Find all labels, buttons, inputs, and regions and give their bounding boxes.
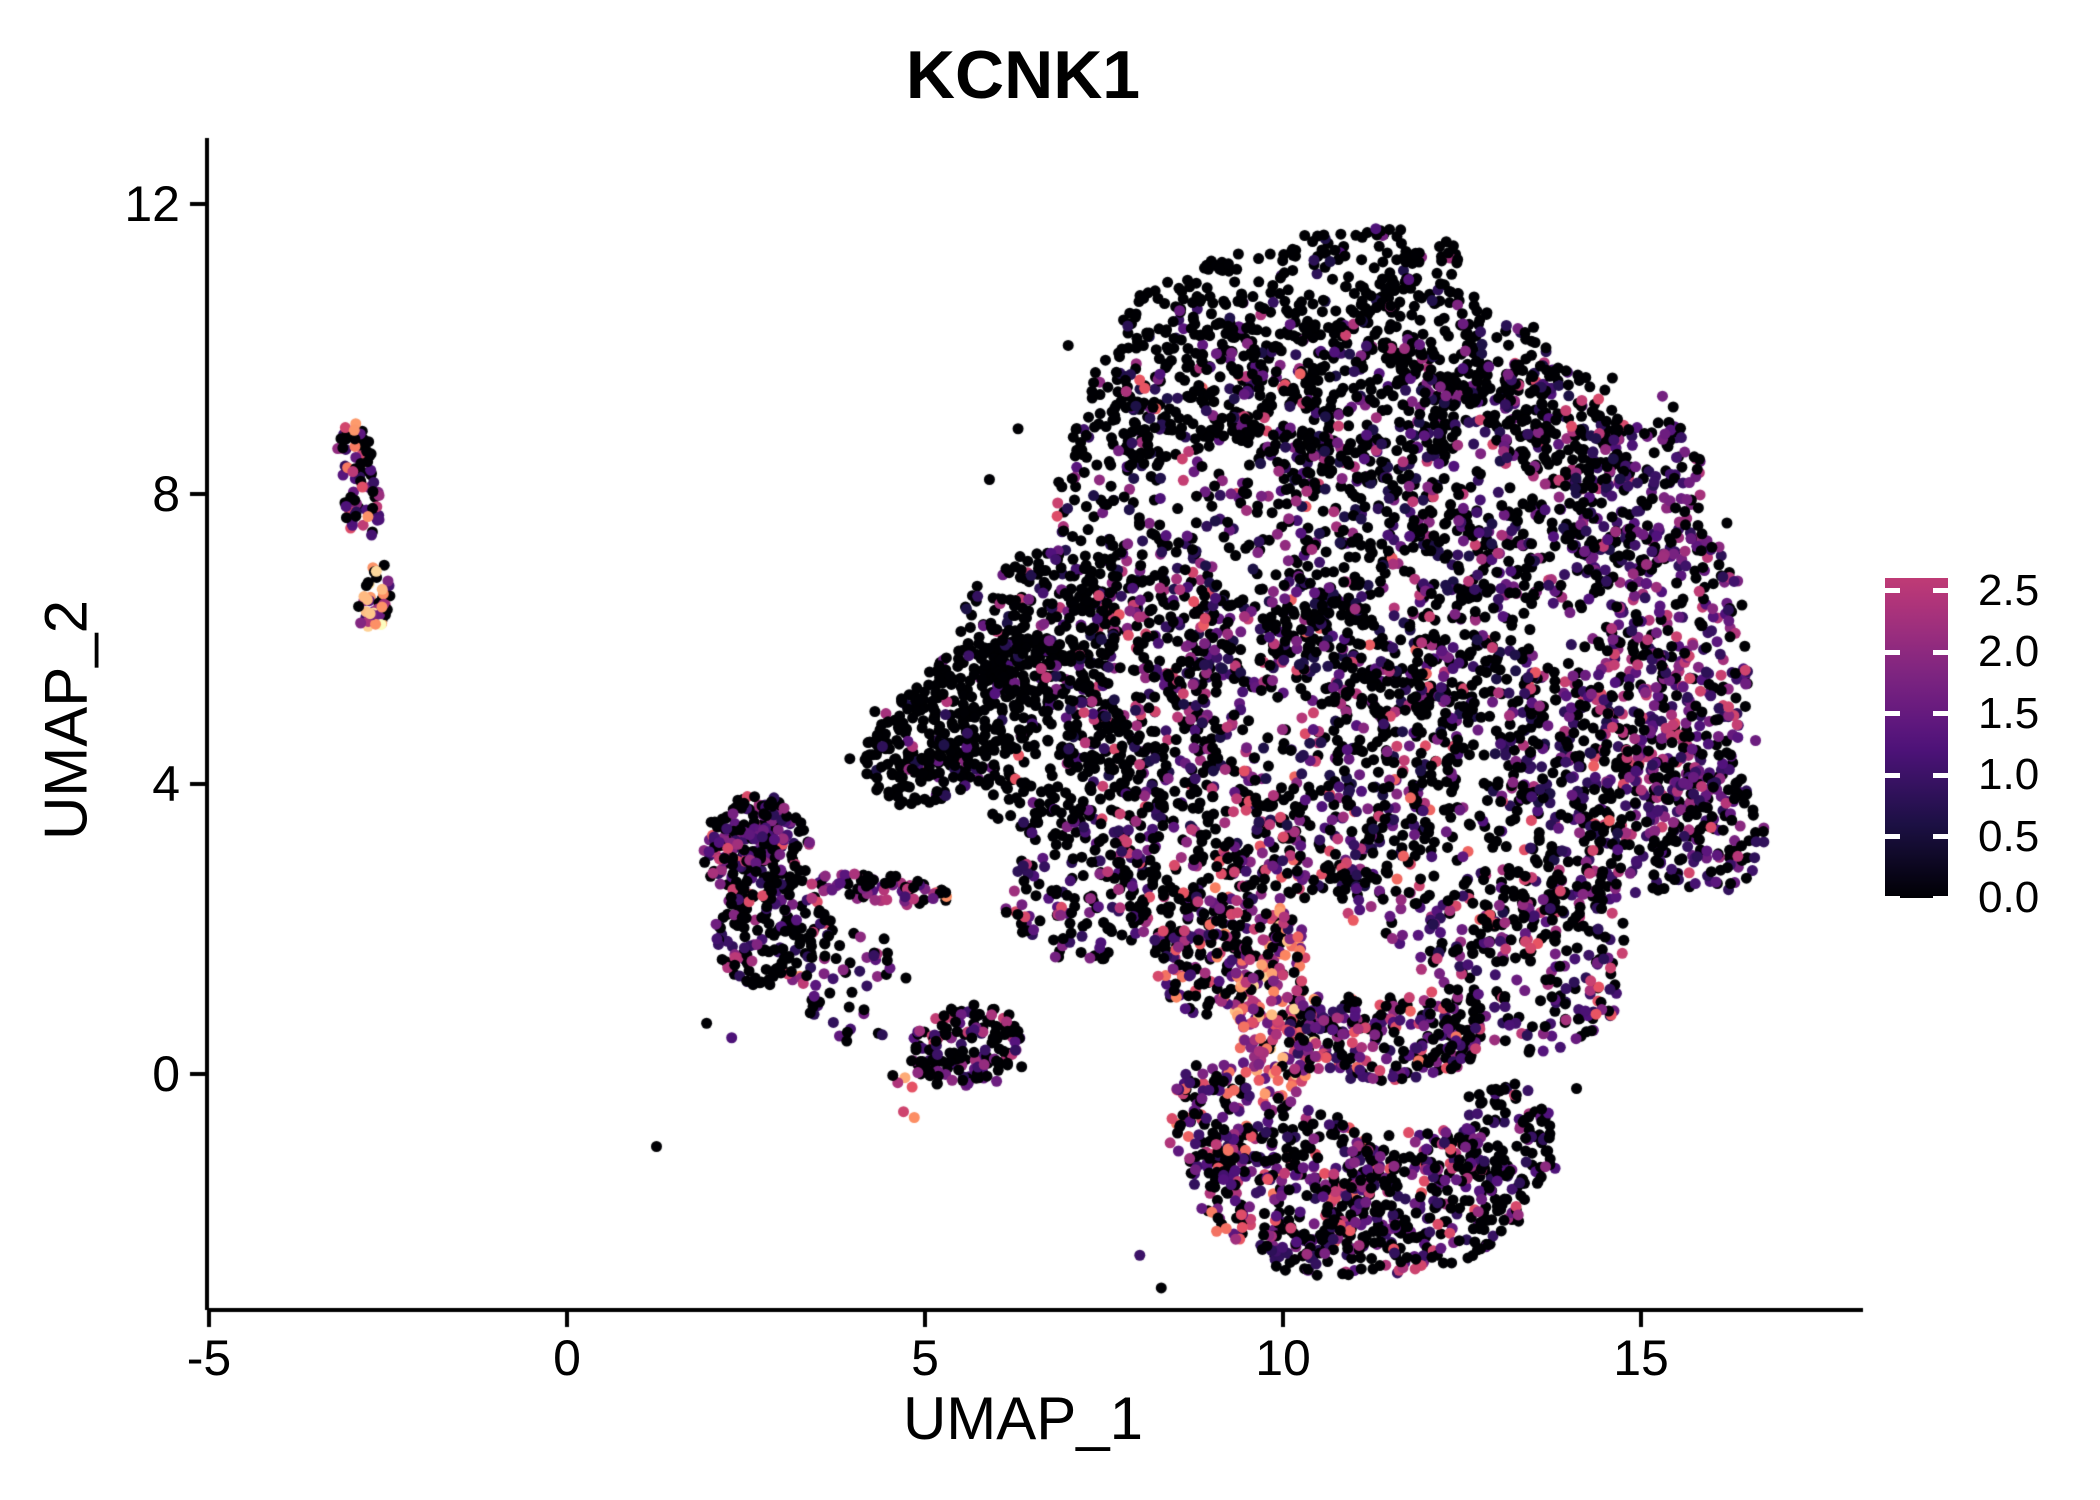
colorbar-tick: [1933, 834, 1948, 839]
colorbar-tick: [1885, 772, 1900, 778]
colorbar-tick: [1933, 588, 1948, 593]
colorbar-label: 2.5: [1978, 565, 2040, 615]
colorbar-tick: [1885, 711, 1900, 716]
colorbar-tick: [1885, 588, 1900, 593]
x-tick-label: -5: [186, 1330, 232, 1386]
colorbar-tick: [1933, 895, 1948, 898]
colorbar-tick: [1933, 711, 1948, 716]
colorbar-tick: [1933, 649, 1948, 655]
y-tick-label: 12: [124, 176, 180, 232]
colorbar-tick: [1885, 895, 1900, 898]
colorbar-label: 1.0: [1978, 750, 2040, 799]
colorbar-label: 2.0: [1978, 627, 2040, 676]
colorbar-tick: [1885, 834, 1900, 839]
x-tick-label: 0: [553, 1330, 581, 1386]
colorbar-tick: [1933, 772, 1948, 778]
x-tick-label: 5: [911, 1330, 939, 1386]
colorbar-gradient: [1885, 578, 1948, 898]
x-tick-label: 10: [1255, 1330, 1311, 1386]
colorbar-label: 0.5: [1978, 811, 2040, 861]
x-axis-title: UMAP_1: [902, 1385, 1144, 1452]
colorbar-tick: [1885, 649, 1900, 655]
colorbar-label: 1.5: [1978, 688, 2040, 738]
y-tick-label: 0: [152, 1046, 180, 1102]
colorbar-label: 0.0: [1978, 873, 2040, 922]
y-tick-label: 8: [152, 466, 180, 522]
y-tick-label: 4: [152, 756, 180, 812]
plot-title: KCNK1: [905, 37, 1141, 113]
x-tick-label: 15: [1613, 1330, 1669, 1386]
